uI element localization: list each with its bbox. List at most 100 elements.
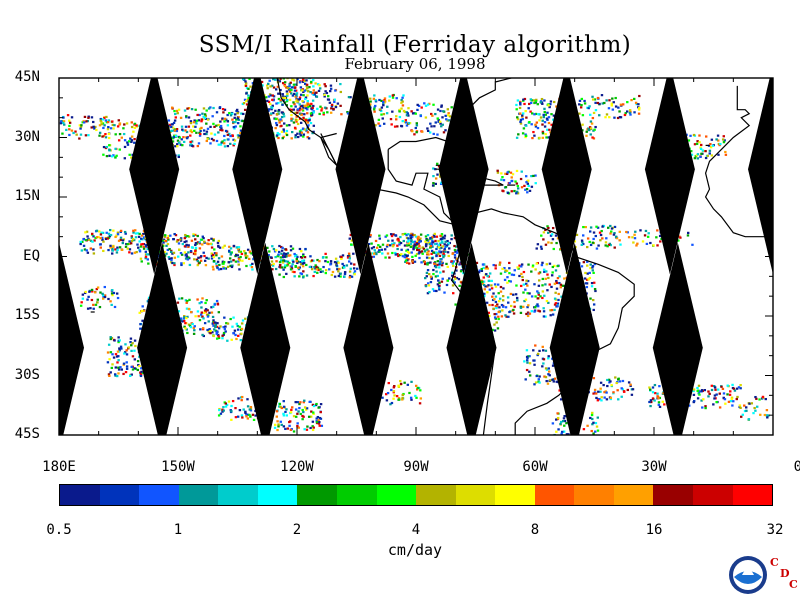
rain-pixel <box>301 104 304 107</box>
rain-pixel <box>293 270 296 274</box>
rain-pixel <box>243 98 247 101</box>
rain-pixel <box>439 182 443 185</box>
rain-pixel <box>430 125 433 128</box>
rain-pixel <box>229 317 232 321</box>
rain-pixel <box>614 235 618 238</box>
rain-pixel <box>306 102 309 105</box>
rain-pixel <box>301 262 305 265</box>
rain-pixel <box>603 396 606 399</box>
rain-pixel <box>292 430 296 433</box>
rain-pixel <box>648 400 651 404</box>
colorbar-label: 4 <box>411 522 421 538</box>
rain-pixel <box>223 108 227 111</box>
rain-pixel <box>223 316 226 319</box>
rain-pixel <box>240 112 243 115</box>
rain-pixel <box>142 232 145 236</box>
rain-pixel <box>426 282 430 285</box>
rain-pixel <box>52 128 54 130</box>
rain-pixel <box>226 120 230 123</box>
rain-pixel <box>713 397 716 400</box>
rain-pixel <box>289 428 293 431</box>
rain-pixel <box>334 105 338 109</box>
rain-pixel <box>585 264 589 267</box>
rain-pixel <box>335 261 339 265</box>
rain-pixel <box>601 102 604 105</box>
rain-pixel <box>232 332 235 335</box>
rain-pixel <box>410 232 413 236</box>
rain-pixel <box>303 113 306 116</box>
rain-pixel <box>425 271 429 275</box>
rain-pixel <box>120 248 124 251</box>
rain-pixel <box>129 337 133 340</box>
rain-pixel <box>441 261 444 265</box>
rain-pixel <box>228 257 232 260</box>
rain-pixel <box>656 244 659 247</box>
rain-pixel <box>302 135 305 138</box>
rain-pixel <box>193 325 196 328</box>
rain-pixel <box>402 109 406 113</box>
rain-pixel <box>440 241 444 244</box>
rain-pixel <box>526 292 529 295</box>
rain-pixel <box>276 113 279 116</box>
rain-pixel <box>102 153 105 156</box>
colorbar-label: 8 <box>530 522 540 538</box>
rain-pixel <box>165 244 168 247</box>
rain-pixel <box>348 274 352 278</box>
rain-pixel <box>94 125 97 129</box>
rain-pixel <box>199 328 202 331</box>
rain-pixel <box>547 367 550 370</box>
rain-pixel <box>299 412 302 416</box>
rain-pixel <box>200 301 203 304</box>
rain-pixel <box>609 243 612 247</box>
rain-pixel <box>372 255 376 258</box>
rain-pixel <box>532 130 535 134</box>
rain-pixel <box>616 116 620 120</box>
rain-pixel <box>592 137 596 140</box>
rain-pixel <box>555 287 559 290</box>
rain-pixel <box>279 259 283 262</box>
rain-pixel <box>369 97 372 100</box>
rain-pixel <box>411 260 414 263</box>
rain-pixel <box>231 264 234 267</box>
rain-pixel <box>209 125 212 128</box>
rain-pixel <box>311 91 315 95</box>
rain-pixel <box>107 373 111 376</box>
rain-pixel <box>406 383 410 386</box>
rain-pixel <box>228 245 231 248</box>
rain-pixel <box>183 240 186 244</box>
rain-pixel <box>298 266 301 269</box>
rain-pixel <box>437 118 440 122</box>
rain-pixel <box>497 292 500 295</box>
rain-pixel <box>532 349 535 352</box>
rain-pixel <box>456 257 459 260</box>
rain-pixel <box>491 328 495 332</box>
rain-pixel <box>522 98 525 101</box>
rain-pixel <box>194 238 197 241</box>
rain-pixel <box>279 405 282 408</box>
rain-pixel <box>486 274 489 278</box>
rain-pixel <box>114 248 117 251</box>
rain-pixel <box>279 256 283 259</box>
rain-pixel <box>724 402 727 405</box>
rain-pixel <box>412 247 415 250</box>
rain-pixel <box>54 116 56 118</box>
rain-pixel <box>271 264 275 267</box>
rain-pixel <box>616 378 620 381</box>
swath-gap <box>335 78 386 275</box>
rain-pixel <box>689 134 692 137</box>
rain-pixel <box>418 250 421 253</box>
rain-pixel <box>282 414 286 417</box>
rain-pixel <box>271 245 274 248</box>
rain-pixel <box>308 400 311 403</box>
rain-pixel <box>627 381 631 384</box>
rain-pixel <box>573 240 577 243</box>
rain-pixel <box>223 139 226 142</box>
rain-pixel <box>142 309 146 312</box>
rain-pixel <box>413 244 416 247</box>
rain-pixel <box>535 262 538 265</box>
rain-pixel <box>104 119 108 122</box>
rain-pixel <box>432 268 435 272</box>
rain-pixel <box>552 118 555 121</box>
rain-pixel <box>396 247 399 251</box>
rain-pixel <box>415 252 419 256</box>
